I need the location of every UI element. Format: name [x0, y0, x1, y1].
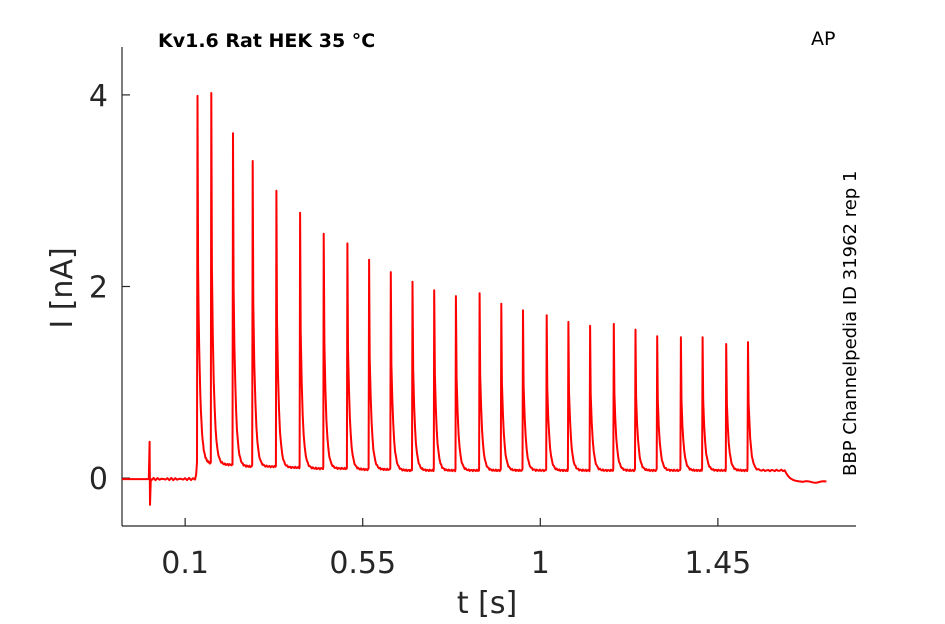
x-axis-label: t [s] — [457, 586, 517, 621]
y-axis-label: I [nA] — [45, 247, 80, 328]
current-trace-line — [122, 92, 827, 506]
source-label: BBP Channelpedia ID 31962 rep 1 — [840, 171, 861, 476]
y-tick-label: 4 — [89, 79, 108, 114]
x-tick-label: 1.45 — [684, 546, 751, 581]
protocol-label: AP — [811, 28, 835, 50]
x-tick-label: 0.1 — [161, 546, 209, 581]
x-tick-label: 0.55 — [329, 546, 396, 581]
y-tick-label: 2 — [89, 271, 108, 306]
y-tick-label: 0 — [89, 462, 108, 497]
y-ticks: 0 2 4 — [89, 79, 130, 497]
chart-title: Kv1.6 Rat HEK 35 °C — [158, 30, 375, 52]
x-ticks: 0.1 0.55 1 1.45 — [161, 518, 751, 581]
x-tick-label: 1 — [531, 546, 550, 581]
